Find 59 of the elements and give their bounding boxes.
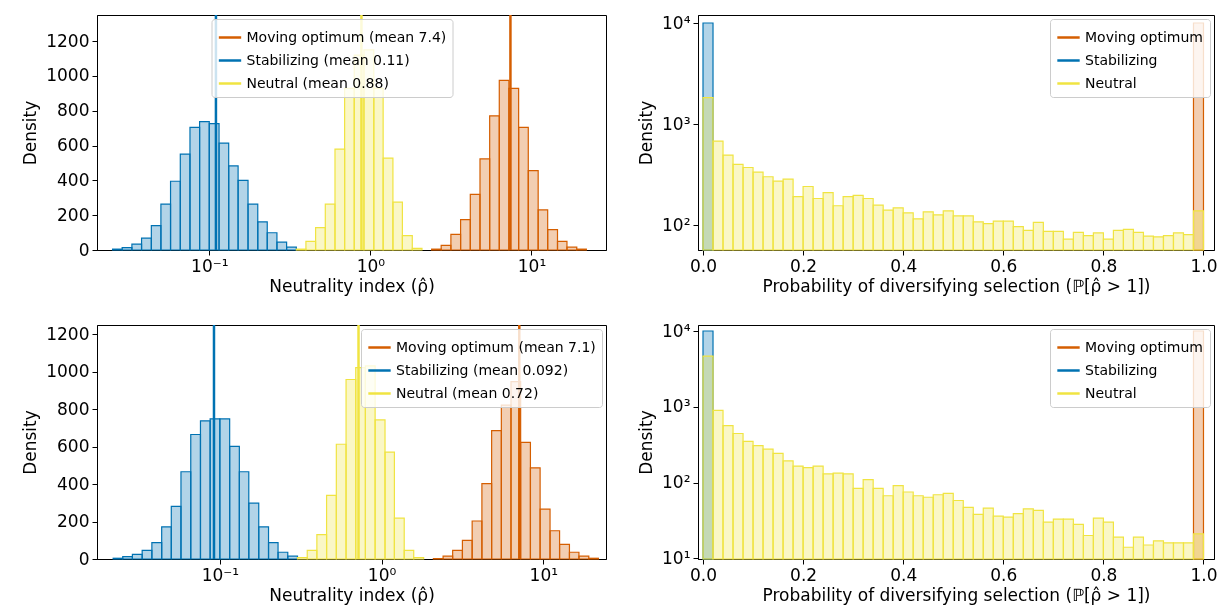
x-tick-label: 10⁰ bbox=[367, 564, 397, 585]
y-tick-label: 1000 bbox=[46, 65, 90, 86]
y-tick-label: 1200 bbox=[46, 30, 90, 51]
x-tick-label: 0.2 bbox=[790, 564, 818, 585]
x-tick-label: 0.4 bbox=[890, 255, 918, 276]
y-tick-label: 10⁴ bbox=[662, 12, 691, 33]
y-axis-title: Density bbox=[20, 100, 41, 166]
legend-label: Stabilizing (mean 0.092) bbox=[396, 361, 569, 378]
x-axis-title: Probability of diversifying selection (ℙ[ρ̂ > 1]) bbox=[762, 584, 1151, 605]
legend-label: Stabilizing (mean 0.11) bbox=[246, 51, 410, 68]
x-tick-label: 10¹ bbox=[517, 255, 547, 276]
y-tick-label: 10³ bbox=[662, 396, 691, 417]
legend-label: Moving optimum (mean 7.1) bbox=[396, 338, 596, 355]
y-tick-label: 10¹ bbox=[662, 547, 691, 568]
y-tick-label: 600 bbox=[57, 436, 90, 457]
legend-label: Neutral bbox=[1085, 74, 1137, 91]
x-tick-label: 0.4 bbox=[890, 564, 918, 585]
y-tick-label: 200 bbox=[57, 511, 90, 532]
x-tick-label: 0.2 bbox=[790, 255, 818, 276]
x-tick-label: 10⁻¹ bbox=[191, 255, 229, 276]
x-tick-label: 0.6 bbox=[990, 564, 1018, 585]
x-tick-label: 0.0 bbox=[689, 255, 718, 276]
x-tick-label: 10⁻¹ bbox=[201, 564, 240, 585]
legend-label: Neutral (mean 0.72) bbox=[396, 384, 539, 401]
x-tick-label: 1.0 bbox=[1190, 255, 1218, 276]
y-tick-label: 400 bbox=[57, 473, 90, 494]
x-tick-label: 0.8 bbox=[1090, 564, 1118, 585]
y-tick-label: 800 bbox=[57, 398, 90, 419]
y-tick-label: 10³ bbox=[662, 113, 691, 134]
legend-label: Neutral (mean 0.88) bbox=[246, 74, 389, 91]
y-tick-label: 1200 bbox=[46, 323, 90, 344]
legend-label: Stabilizing bbox=[1085, 361, 1158, 378]
x-tick-label: 0.0 bbox=[689, 564, 718, 585]
x-tick-label: 0.8 bbox=[1090, 255, 1118, 276]
y-tick-label: 0 bbox=[78, 548, 90, 569]
y-tick-label: 800 bbox=[57, 100, 90, 121]
y-axis-title: Density bbox=[636, 410, 657, 475]
y-tick-label: 400 bbox=[57, 169, 90, 190]
x-tick-label: 0.6 bbox=[990, 255, 1018, 276]
legend-label: Moving optimum bbox=[1085, 28, 1204, 45]
y-axis-title: Density bbox=[20, 410, 41, 475]
x-tick-label: 10⁰ bbox=[356, 255, 386, 276]
x-axis-title: Probability of diversifying selection (ℙ[ρ̂ > 1]) bbox=[762, 275, 1151, 296]
y-axis-title: Density bbox=[636, 100, 657, 166]
x-tick-label: 1.0 bbox=[1190, 564, 1218, 585]
y-tick-label: 1000 bbox=[46, 361, 90, 382]
y-tick-label: 200 bbox=[57, 204, 90, 225]
x-axis-title: Neutrality index (ρ̂) bbox=[269, 275, 435, 296]
legend-label: Stabilizing bbox=[1085, 51, 1158, 68]
legend-label: Neutral bbox=[1085, 384, 1137, 401]
x-tick-label: 10¹ bbox=[529, 564, 559, 585]
legend-label: Moving optimum (mean 7.4) bbox=[246, 28, 447, 45]
y-tick-label: 10² bbox=[662, 214, 691, 235]
legend-label: Moving optimum bbox=[1085, 338, 1204, 355]
y-tick-label: 600 bbox=[57, 135, 90, 156]
x-axis-title: Neutrality index (ρ̂) bbox=[269, 584, 435, 605]
y-tick-label: 0 bbox=[78, 239, 90, 260]
y-tick-label: 10⁴ bbox=[662, 320, 691, 341]
y-tick-label: 10² bbox=[662, 472, 691, 493]
